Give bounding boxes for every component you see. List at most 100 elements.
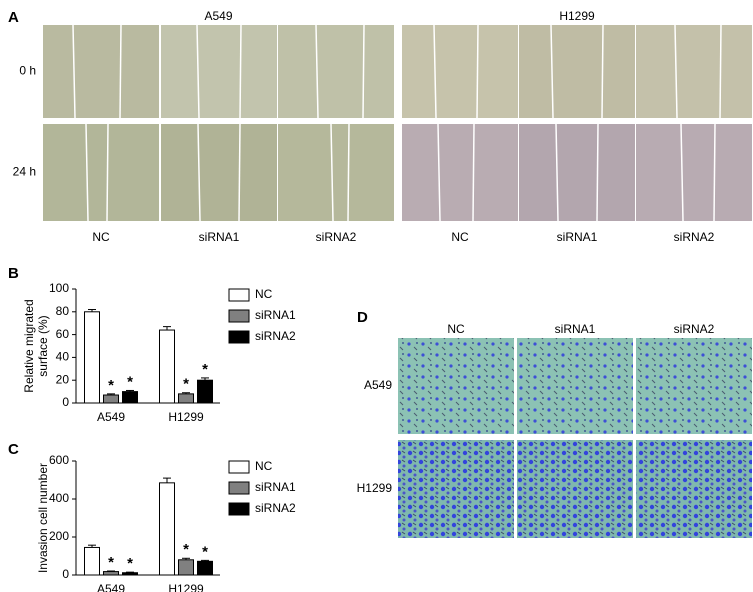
- panel-label: B: [8, 265, 19, 282]
- wound-edge: [476, 24, 479, 119]
- wound-edge: [72, 24, 76, 119]
- wound-image: [402, 25, 518, 118]
- y-tick-label: 100: [49, 281, 69, 295]
- wound-edge: [347, 123, 350, 222]
- legend-label: siRNA1: [255, 480, 296, 494]
- wound-edge: [362, 24, 365, 119]
- legend-label: siRNA2: [255, 501, 296, 515]
- condition-label: NC: [451, 230, 469, 244]
- x-tick-label: H1299: [168, 410, 204, 424]
- wound-image: [519, 25, 635, 118]
- wound-edge: [330, 123, 334, 222]
- y-axis-label: surface (%): [36, 315, 50, 376]
- legend-swatch: [228, 502, 250, 516]
- y-tick-label: 60: [56, 327, 70, 341]
- wound-image: [519, 124, 635, 221]
- significance-marker: *: [108, 377, 114, 394]
- wound-image: [161, 124, 277, 221]
- bar: [159, 329, 175, 404]
- cell-line-title: A549: [204, 9, 232, 23]
- wound-edge: [197, 123, 201, 222]
- wound-edge: [713, 123, 716, 222]
- wound-edge: [719, 24, 722, 119]
- wound-edge: [601, 24, 604, 119]
- bar: [178, 393, 194, 404]
- transwell-image: [398, 440, 514, 538]
- wound-edge: [238, 123, 241, 222]
- y-tick-label: 200: [49, 529, 69, 543]
- y-tick-label: 80: [56, 304, 70, 318]
- y-tick-label: 0: [62, 395, 69, 409]
- legend-swatch: [228, 330, 250, 344]
- wound-edge: [555, 123, 559, 222]
- wound-edge: [596, 123, 599, 222]
- bar: [178, 559, 194, 576]
- panel-label: A: [8, 9, 19, 26]
- wound-edge: [106, 123, 109, 222]
- legend-swatch: [228, 288, 250, 302]
- y-tick-label: 0: [62, 567, 69, 581]
- legend-label: NC: [255, 459, 273, 473]
- significance-marker: *: [127, 373, 133, 390]
- bar: [197, 560, 213, 576]
- significance-marker: *: [202, 543, 208, 560]
- condition-label: siRNA2: [674, 322, 715, 336]
- time-label: 0 h: [19, 64, 36, 78]
- transwell-image: [517, 338, 633, 434]
- bar: [103, 394, 119, 404]
- bar: [103, 571, 119, 576]
- y-tick-label: 20: [56, 372, 70, 386]
- bar: [122, 391, 138, 404]
- bar: [197, 379, 213, 404]
- y-tick-label: 40: [56, 350, 70, 364]
- significance-marker: *: [108, 554, 114, 571]
- wound-edge: [680, 123, 684, 222]
- legend-swatch: [228, 481, 250, 495]
- bar: [84, 546, 100, 576]
- x-tick-label: A549: [97, 410, 125, 424]
- condition-label: siRNA1: [557, 230, 598, 244]
- wound-image: [402, 124, 518, 221]
- legend-swatch: [228, 309, 250, 323]
- bar: [159, 482, 175, 576]
- legend-swatch: [228, 460, 250, 474]
- condition-label: siRNA2: [674, 230, 715, 244]
- y-tick-label: 400: [49, 491, 69, 505]
- y-tick-label: 600: [49, 453, 69, 467]
- wound-edge: [315, 24, 319, 119]
- x-tick-label: A549: [97, 582, 125, 592]
- significance-marker: *: [127, 555, 133, 572]
- significance-marker: *: [202, 361, 208, 378]
- legend-label: siRNA1: [255, 308, 296, 322]
- transwell-image: [517, 440, 633, 538]
- wound-edge: [119, 24, 122, 119]
- panel-label: C: [8, 441, 19, 458]
- wound-image: [161, 25, 277, 118]
- wound-edge: [85, 123, 89, 222]
- wound-image: [278, 25, 394, 118]
- wound-edge: [196, 24, 200, 119]
- transwell-image: [636, 440, 752, 538]
- wound-edge: [433, 24, 437, 119]
- y-axis-label: Invasion cell number: [36, 463, 50, 573]
- bar: [122, 572, 138, 576]
- condition-label: NC: [447, 322, 465, 336]
- wound-image: [636, 124, 752, 221]
- wound-image: [636, 25, 752, 118]
- cell-line-title: H1299: [559, 9, 595, 23]
- y-axis-label: Relative migrated: [22, 299, 36, 392]
- wound-image: [278, 124, 394, 221]
- cell-line-label: H1299: [357, 481, 393, 495]
- condition-label: siRNA2: [316, 230, 357, 244]
- x-tick-label: H1299: [168, 582, 204, 592]
- transwell-image: [636, 338, 752, 434]
- legend-label: siRNA2: [255, 329, 296, 343]
- condition-label: siRNA1: [555, 322, 596, 336]
- time-label: 24 h: [13, 165, 36, 179]
- significance-marker: *: [183, 541, 189, 558]
- wound-edge: [674, 24, 678, 119]
- wound-edge: [239, 24, 242, 119]
- wound-edge: [437, 123, 441, 222]
- cell-line-label: A549: [364, 378, 392, 392]
